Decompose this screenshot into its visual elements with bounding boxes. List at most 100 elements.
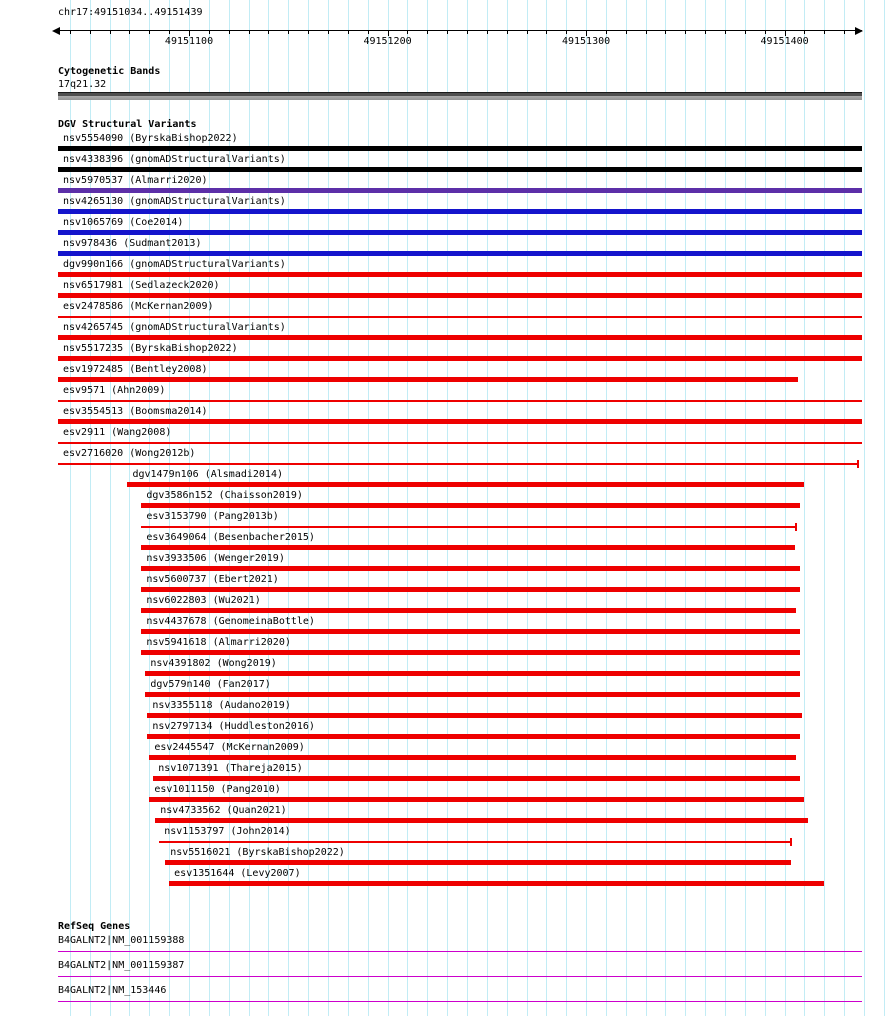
ruler-minor-tick — [129, 31, 131, 34]
variant-label: nsv5970537 (Almarri2020) — [63, 175, 208, 186]
variant-track-row: esv1972485 (Bentley2008) — [0, 364, 890, 385]
variant-label: nsv2797134 (Huddleston2016) — [152, 721, 315, 732]
gridline — [189, 0, 191, 1016]
variant-bar[interactable] — [141, 650, 801, 655]
variant-bar[interactable] — [145, 671, 801, 676]
variant-label: esv2478586 (McKernan2009) — [63, 301, 214, 312]
variant-bar[interactable] — [141, 503, 801, 508]
gridline — [863, 0, 865, 1016]
variant-bar[interactable] — [58, 400, 862, 402]
ruler-minor-tick — [486, 31, 488, 34]
gene-line[interactable] — [58, 951, 862, 952]
ruler-minor-tick — [625, 31, 627, 34]
variant-bar[interactable] — [58, 293, 862, 298]
variant-bar[interactable] — [141, 629, 801, 634]
variant-label: nsv978436 (Sudmant2013) — [63, 238, 202, 249]
gridline — [605, 0, 607, 1016]
variant-bar[interactable] — [58, 209, 862, 214]
gridline — [268, 0, 270, 1016]
variant-track-row: dgv579n140 (Fan2017) — [0, 679, 890, 700]
ruler-minor-tick — [546, 31, 548, 34]
variant-track-row: esv3153790 (Pang2013b) — [0, 511, 890, 532]
variant-label: nsv4437678 (GenomeinaBottle) — [146, 616, 315, 627]
gridline — [824, 0, 826, 1016]
variant-bar[interactable] — [58, 230, 862, 235]
ruler-tick-label: 49151100 — [164, 36, 214, 47]
ruler-minor-tick — [685, 31, 687, 34]
variant-label: esv9571 (Ahn2009) — [63, 385, 166, 396]
variant-bar[interactable] — [155, 818, 809, 823]
variant-bar[interactable] — [127, 482, 805, 487]
variant-track-row: nsv6517981 (Sedlazeck2020) — [0, 280, 890, 301]
gridline — [586, 0, 588, 1016]
ruler-minor-tick — [288, 31, 290, 34]
ruler: 49151100 49151200 49151300 49151400 — [0, 0, 890, 52]
variant-bar[interactable] — [149, 755, 797, 760]
variant-bar[interactable] — [58, 167, 862, 172]
ruler-minor-tick — [89, 31, 91, 34]
ruler-tick-label: 49151400 — [760, 36, 809, 47]
variant-label: esv1011150 (Pang2010) — [154, 784, 281, 795]
gridline — [228, 0, 230, 1016]
variant-label: nsv3355118 (Audano2019) — [152, 700, 291, 711]
gridline — [367, 0, 369, 1016]
variant-bar[interactable] — [141, 566, 801, 571]
variant-track-row: nsv1071391 (Thareja2015) — [0, 763, 890, 784]
variant-label: esv3554513 (Boomsma2014) — [63, 406, 208, 417]
variant-label: nsv5600737 (Ebert2021) — [146, 574, 279, 585]
variant-track-row: nsv5517235 (ByrskaBishop2022) — [0, 343, 890, 364]
variant-bar[interactable] — [141, 545, 795, 550]
variant-bar[interactable] — [58, 272, 862, 277]
gene-line[interactable] — [58, 1001, 862, 1002]
variant-track-row: nsv1153797 (John2014) — [0, 826, 890, 847]
refseq-header: RefSeq Genes — [58, 921, 131, 932]
gridline — [387, 0, 389, 1016]
gridline — [526, 0, 528, 1016]
variant-bar[interactable] — [149, 797, 805, 802]
variant-bar[interactable] — [141, 608, 797, 613]
variant-bar[interactable] — [58, 251, 862, 256]
cytoband-bar[interactable] — [58, 92, 862, 100]
variant-bar[interactable] — [58, 316, 862, 318]
variant-track-row: nsv4733562 (Quan2021) — [0, 805, 890, 826]
gridline — [89, 0, 91, 1016]
variant-track-row: nsv1065769 (Coe2014) — [0, 217, 890, 238]
gene-line[interactable] — [58, 976, 862, 977]
ruler-minor-tick — [69, 31, 71, 34]
variant-bar[interactable] — [153, 776, 801, 781]
variant-bar[interactable] — [159, 841, 791, 843]
variant-bar[interactable] — [58, 377, 799, 382]
variant-bar[interactable] — [169, 881, 825, 886]
variant-label: nsv3933506 (Wenger2019) — [146, 553, 285, 564]
variant-bar[interactable] — [165, 860, 791, 865]
variant-bar[interactable] — [58, 356, 862, 361]
gridline — [566, 0, 568, 1016]
region-title: chr17:49151034..49151439 — [58, 7, 203, 18]
variant-bar[interactable] — [141, 526, 797, 528]
ruler-major-tick — [784, 31, 786, 36]
variant-bar[interactable] — [147, 713, 803, 718]
variant-track-row: nsv3355118 (Audano2019) — [0, 700, 890, 721]
gridline — [725, 0, 727, 1016]
gridline — [645, 0, 647, 1016]
variant-bar[interactable] — [147, 734, 801, 739]
variant-label: nsv5516021 (ByrskaBishop2022) — [170, 847, 345, 858]
variant-bar[interactable] — [141, 587, 801, 592]
variant-bar[interactable] — [58, 419, 862, 424]
dgv-tracks: nsv5554090 (ByrskaBishop2022) nsv4338396 … — [0, 133, 890, 889]
variant-track-row: esv1351644 (Levy2007) — [0, 868, 890, 889]
variant-bar[interactable] — [58, 188, 862, 193]
gridline — [804, 0, 806, 1016]
variant-label: nsv5554090 (ByrskaBishop2022) — [63, 133, 238, 144]
variant-bar[interactable] — [145, 692, 801, 697]
variant-bar[interactable] — [58, 463, 859, 465]
variant-bar[interactable] — [58, 335, 862, 340]
ruler-minor-tick — [844, 31, 846, 34]
gridline — [665, 0, 667, 1016]
variant-bar[interactable] — [58, 442, 862, 444]
ruler-left-arrow-icon — [52, 27, 60, 35]
ruler-minor-tick — [367, 31, 369, 34]
variant-end-tick — [795, 523, 798, 531]
variant-bar[interactable] — [58, 146, 862, 151]
